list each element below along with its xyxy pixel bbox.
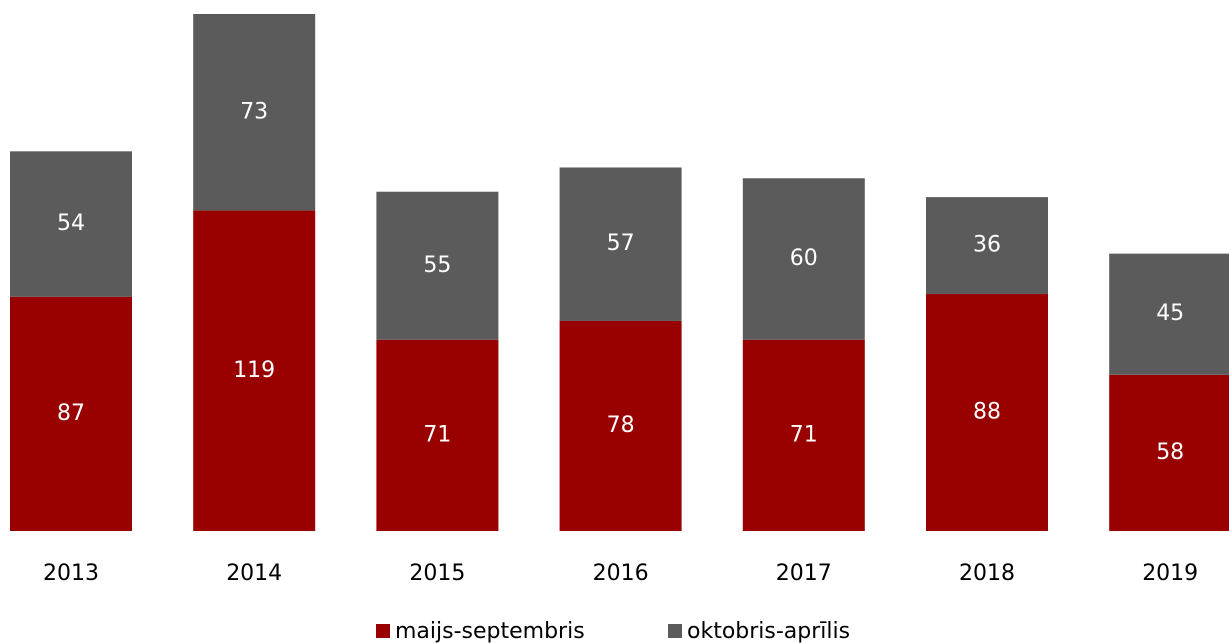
x-tick-label: 2018 <box>959 561 1015 586</box>
x-tick-label: 2017 <box>776 561 832 586</box>
bar-segment <box>193 210 316 532</box>
x-tick-label: 2014 <box>226 561 282 586</box>
legend-label: oktobris-aprīlis <box>687 619 850 643</box>
data-label: 73 <box>240 99 268 124</box>
x-tick-label: 2019 <box>1142 561 1198 586</box>
x-tick-label: 2013 <box>43 561 99 586</box>
bar-segment <box>376 339 499 531</box>
bar-segment <box>559 167 682 321</box>
legend-label: maijs-septembris <box>395 619 585 643</box>
bar-segment <box>10 151 132 297</box>
data-label: 45 <box>1156 301 1184 326</box>
bar-segment <box>193 14 316 211</box>
data-label: 71 <box>423 422 451 447</box>
data-label: 36 <box>973 233 1001 258</box>
data-label: 87 <box>57 401 85 426</box>
data-label: 71 <box>790 422 818 447</box>
bar-segment <box>926 294 1048 531</box>
legend-swatch <box>668 624 682 638</box>
bar-segment <box>926 197 1048 295</box>
data-label: 78 <box>607 413 635 438</box>
data-label: 88 <box>973 400 1001 425</box>
data-label: 57 <box>607 231 635 256</box>
data-label: 60 <box>790 246 818 271</box>
bar-segment <box>376 191 499 340</box>
data-label: 55 <box>423 253 451 278</box>
bar-segment <box>1109 253 1229 375</box>
legend-swatch <box>376 624 390 638</box>
data-label: 54 <box>57 211 85 236</box>
data-label: 119 <box>233 358 275 383</box>
x-tick-label: 2015 <box>409 561 465 586</box>
bar-segment <box>559 320 682 531</box>
bar-segment <box>742 178 865 340</box>
bar-segment <box>742 339 865 531</box>
bar-segment <box>10 296 132 531</box>
x-tick-label: 2016 <box>593 561 649 586</box>
data-label: 58 <box>1156 440 1184 465</box>
bar-segment <box>1109 374 1229 531</box>
